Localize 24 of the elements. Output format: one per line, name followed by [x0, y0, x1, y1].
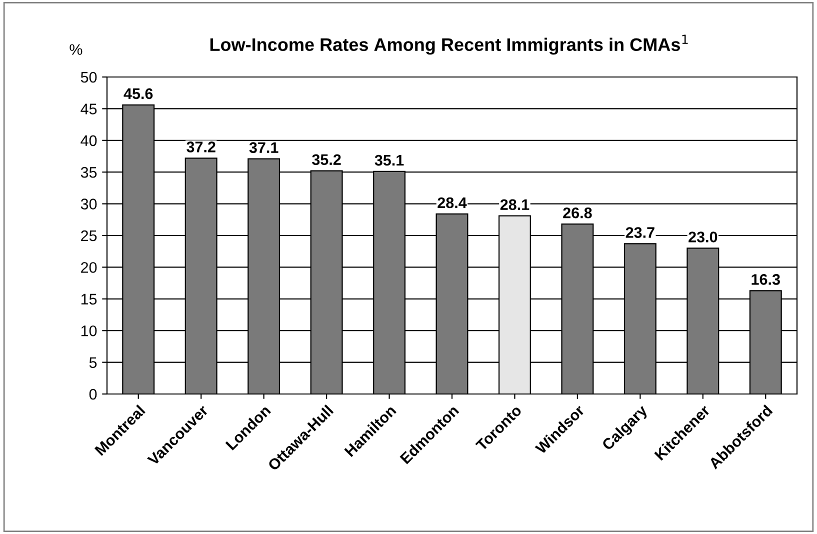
- data-label: 23.0: [688, 232, 718, 242]
- y-tick-label: 10: [81, 325, 97, 336]
- y-tick-label: 15: [81, 294, 97, 305]
- y-tick-label: 20: [81, 262, 97, 273]
- y-tick-label: 0: [89, 388, 97, 400]
- data-label: 28.1: [500, 199, 530, 210]
- data-label: 16.3: [752, 274, 780, 285]
- data-label: 28.4: [438, 197, 467, 208]
- y-tick-label: 5: [89, 357, 97, 368]
- data-label: 35.1: [374, 154, 404, 166]
- data-label: 37.2: [186, 142, 216, 152]
- y-axis-title: %: [70, 44, 82, 55]
- y-tick-label: 45: [80, 104, 97, 114]
- y-tick-label: 40: [80, 135, 97, 146]
- y-tick-label: 50: [80, 72, 97, 83]
- data-label: 23.7: [626, 227, 654, 238]
- y-tick-label: 25: [81, 230, 97, 242]
- chart-title: Low-Income Rates Among Recent Immigrants in CMAs$^{1}$: [210, 34, 688, 55]
- y-tick-label: 30: [80, 198, 97, 210]
- data-label: 45.6: [124, 88, 153, 100]
- data-label: 26.8: [563, 207, 592, 218]
- data-label: 37.1: [249, 142, 278, 154]
- y-tick-label: 35: [80, 166, 97, 178]
- data-label: 35.2: [312, 154, 341, 166]
